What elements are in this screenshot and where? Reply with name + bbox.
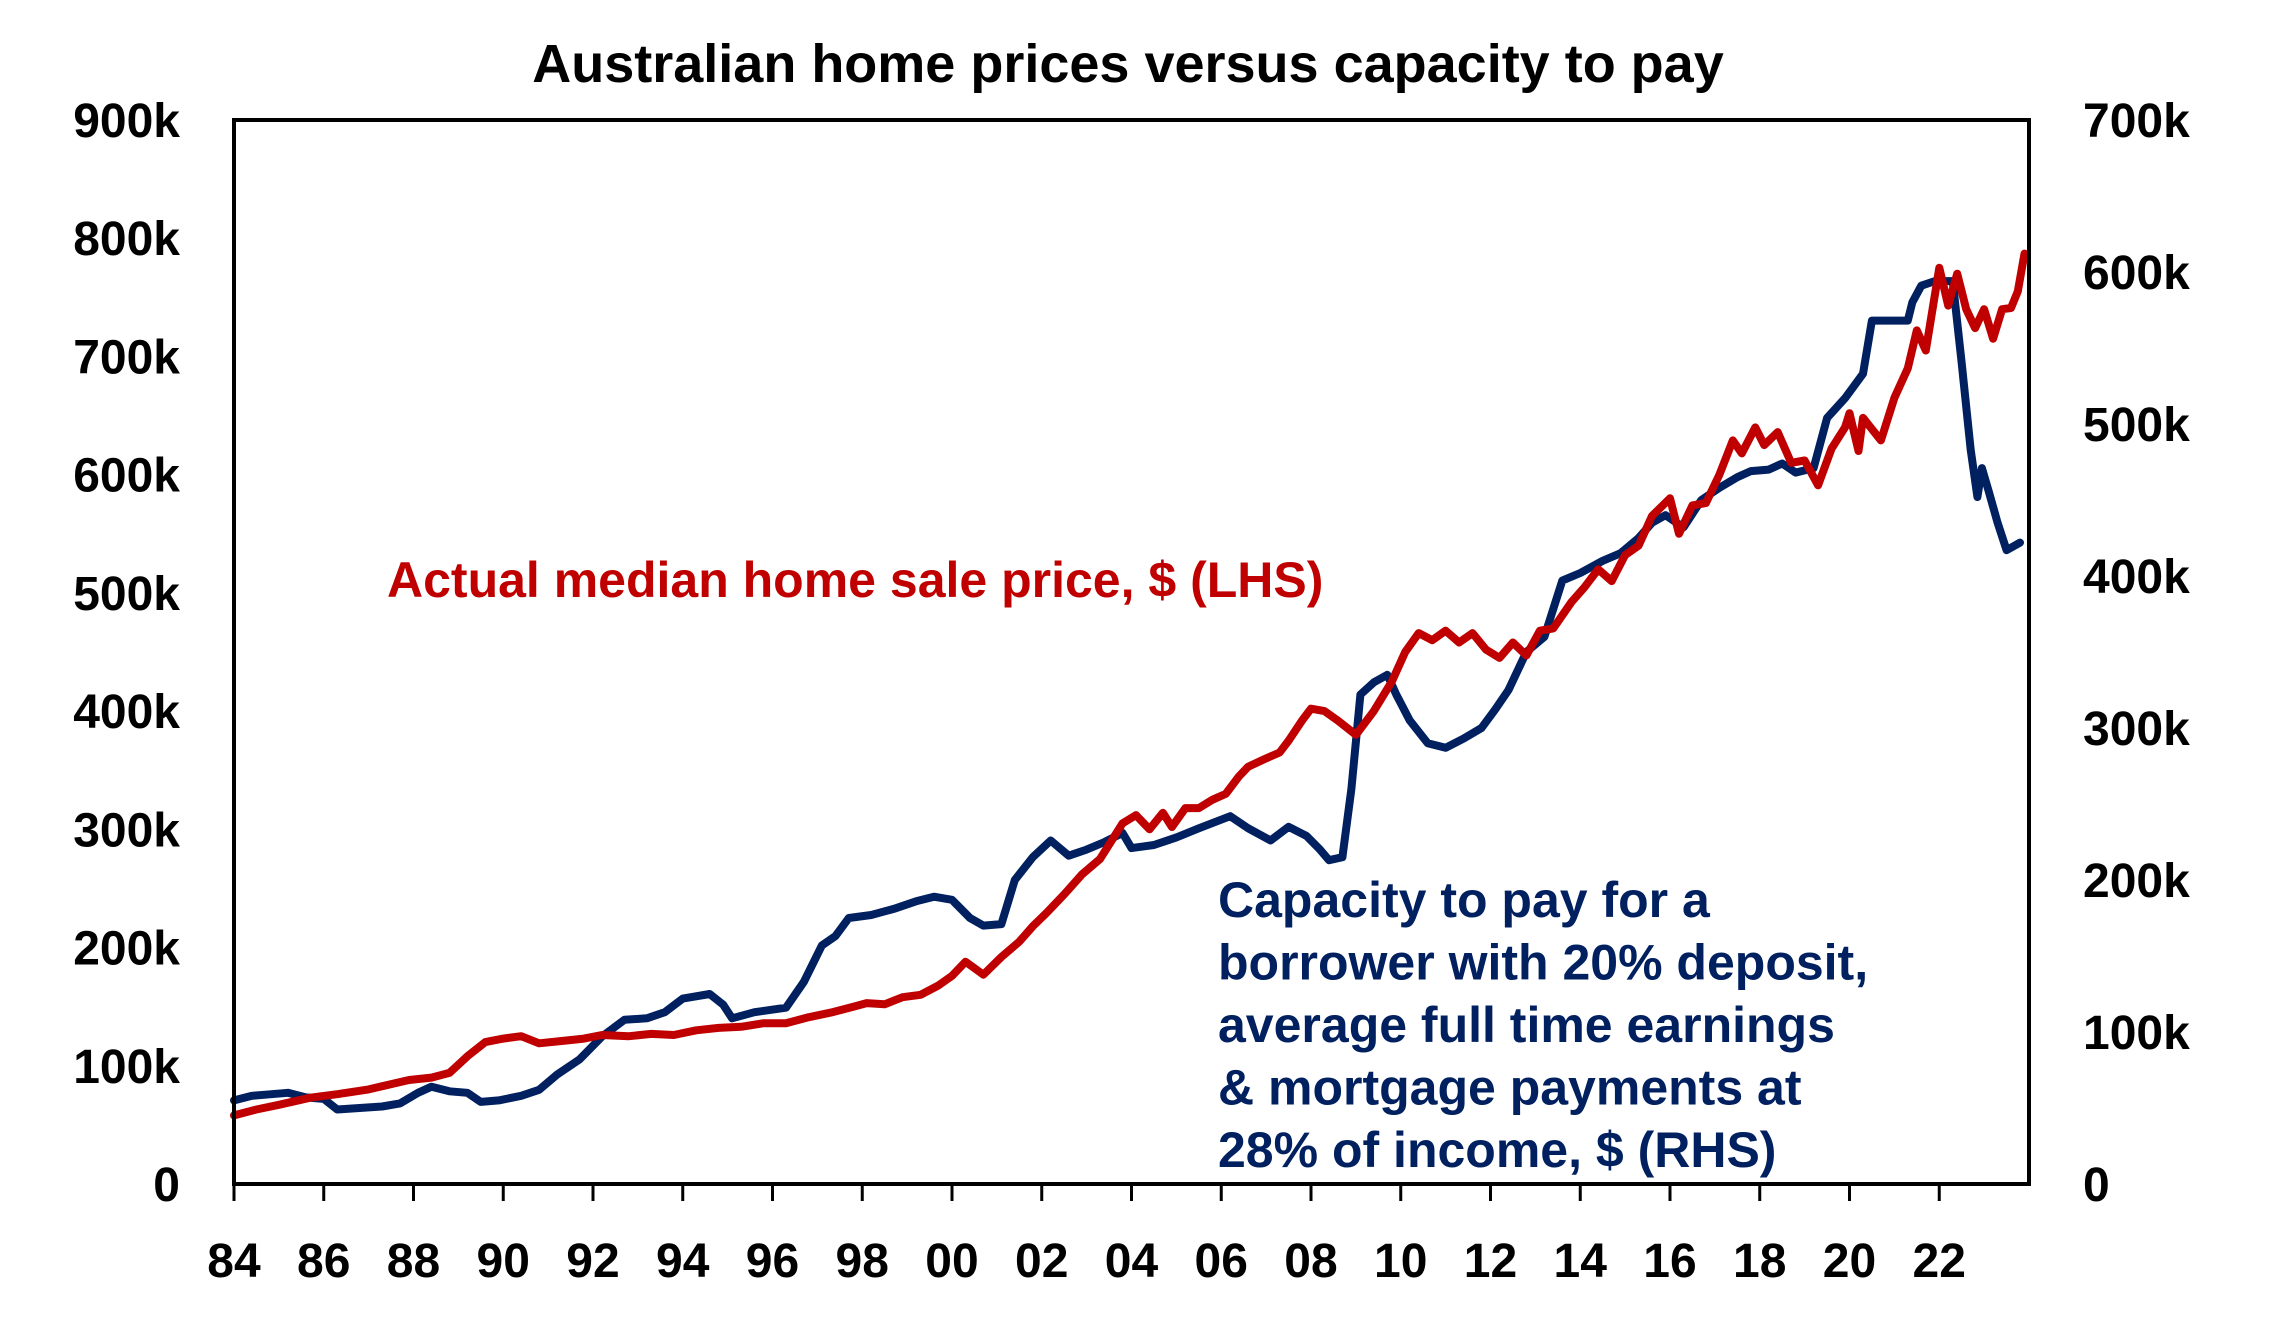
capacity-to-pay-label: average full time earnings (1218, 997, 1835, 1053)
right-axis-tick-label: 400k (2083, 551, 2190, 604)
left-axis-tick-label: 700k (73, 331, 180, 384)
right-axis-tick-label: 700k (2083, 95, 2190, 148)
x-axis-tick-label: 06 (1195, 1235, 1248, 1288)
right-axis-tick-label: 300k (2083, 703, 2190, 756)
right-axis-tick-label: 100k (2083, 1007, 2190, 1060)
left-axis-tick-label: 200k (73, 923, 180, 976)
x-axis-tick-label: 04 (1105, 1235, 1159, 1288)
x-axis-tick-label: 92 (566, 1235, 619, 1288)
x-axis-tick-label: 10 (1374, 1235, 1427, 1288)
right-axis-labels: 0 100k 200k 300k 400k 500k 600k 700k (2083, 95, 2190, 1212)
x-axis-tick-label: 88 (387, 1235, 440, 1288)
left-axis-tick-label: 600k (73, 450, 180, 503)
x-axis-tick-label: 96 (746, 1235, 799, 1288)
x-axis-tick-label: 98 (836, 1235, 889, 1288)
left-axis-tick-label: 400k (73, 686, 180, 739)
right-axis-tick-label: 600k (2083, 247, 2190, 300)
capacity-to-pay-label: & mortgage payments at (1218, 1060, 1802, 1116)
x-axis-tick-label: 22 (1913, 1235, 1966, 1288)
x-axis-tick-label: 20 (1823, 1235, 1876, 1288)
x-axis-tick-label: 86 (297, 1235, 350, 1288)
x-axis-tick-label: 18 (1733, 1235, 1786, 1288)
left-axis-tick-label: 300k (73, 804, 180, 857)
x-axis-tick-label: 90 (477, 1235, 530, 1288)
x-axis-tick-label: 02 (1015, 1235, 1068, 1288)
chart-title: Australian home prices versus capacity t… (532, 34, 1723, 94)
left-axis-tick-label: 900k (73, 95, 180, 148)
x-axis-ticks (232, 1184, 1941, 1201)
left-axis-tick-label: 800k (73, 213, 180, 266)
x-axis-tick-label: 84 (207, 1235, 261, 1288)
series-lines (230, 249, 2029, 1120)
x-axis-tick-label: 00 (925, 1235, 978, 1288)
x-axis-tick-label: 94 (656, 1235, 710, 1288)
right-axis-tick-label: 500k (2083, 399, 2190, 452)
x-axis-tick-label: 16 (1643, 1235, 1696, 1288)
capacity-to-pay-label: Capacity to pay for a (1218, 872, 1711, 928)
right-axis-tick-label: 200k (2083, 855, 2190, 908)
capacity-to-pay-line (230, 277, 2024, 1114)
median-price-label: Actual median home sale price, $ (LHS) (387, 552, 1323, 608)
left-axis-tick-label: 0 (153, 1159, 180, 1212)
series-labels: Actual median home sale price, $ (LHS) Ca… (387, 552, 1868, 1178)
x-axis-tick-label: 14 (1554, 1235, 1608, 1288)
x-axis-tick-label: 08 (1284, 1235, 1337, 1288)
x-axis-labels: 84 86 88 90 92 94 96 98 00 02 04 06 08 10 12 14 16 18 20 22 (207, 1235, 1966, 1288)
left-axis-labels: 0 100k 200k 300k 400k 500k 600k 700k 800k 900k (73, 95, 180, 1212)
left-axis-tick-label: 100k (73, 1041, 180, 1094)
capacity-to-pay-label: borrower with 20% deposit, (1218, 935, 1868, 991)
plot-frame (232, 118, 2031, 1186)
left-axis-tick-label: 500k (73, 568, 180, 621)
median-price-line (230, 249, 2029, 1120)
right-axis-tick-label: 0 (2083, 1159, 2110, 1212)
capacity-to-pay-label: 28% of income, $ (RHS) (1218, 1122, 1776, 1178)
x-axis-tick-label: 12 (1464, 1235, 1517, 1288)
